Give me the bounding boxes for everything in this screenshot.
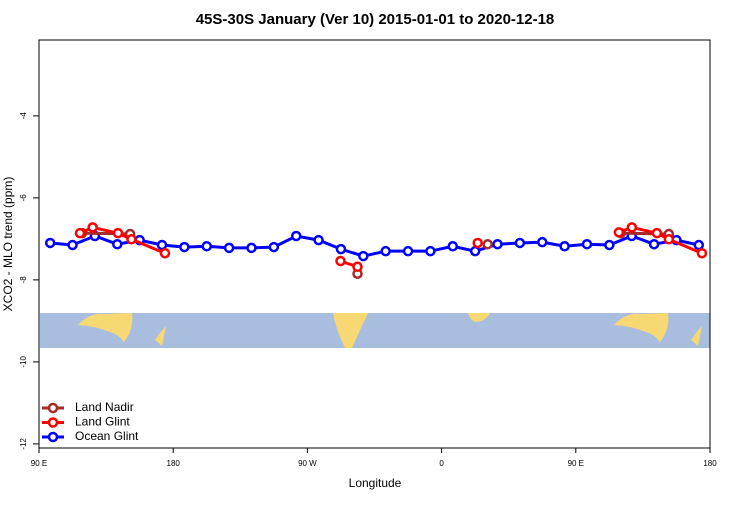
map-strip [40,313,710,348]
data-point [74,227,86,239]
data-point [290,230,302,242]
data-point [402,245,414,257]
data-point [67,239,78,251]
data-point [559,241,570,252]
data-point [425,245,436,257]
legend-swatch-marker [47,431,59,443]
data-point [447,241,459,252]
data-point [246,242,257,254]
data-point [626,222,638,233]
legend-label: Land Glint [75,415,130,429]
x-tick-label: 90 E [31,459,47,468]
map-land [614,313,669,342]
data-point [268,241,280,253]
data-point [201,241,212,252]
data-point [648,238,660,250]
x-tick-label: 180 [703,459,717,468]
data-point [352,261,363,273]
y-tick-label: -10 [19,356,28,368]
x-axis-label: Longitude [349,476,402,490]
data-point [87,222,98,233]
data-point [581,238,593,250]
data-point [44,237,56,249]
data-point [358,250,369,262]
legend-label: Land Nadir [75,400,134,414]
plot-frame [38,39,711,449]
y-tick-label: -6 [19,194,28,202]
data-point [651,227,663,239]
x-tick-label: 90 W [298,459,317,468]
legend-swatch-marker [47,417,59,428]
data-point [482,238,493,250]
data-point [604,239,615,251]
data-point [335,255,346,267]
y-axis-label: XCO2 - MLO trend (ppm) [1,177,15,312]
legend-swatch-marker [47,402,59,414]
data-point [514,237,526,249]
legend-label: Ocean Glint [75,429,139,443]
y-tick-label: -8 [19,276,28,284]
data-point [126,234,137,245]
x-tick-label: 0 [439,459,444,468]
data-point [159,247,171,259]
map-ocean [40,313,710,348]
x-tick-label: 90 E [568,459,584,468]
data-point [112,238,123,250]
data-point [492,238,503,250]
y-tick-label: -4 [19,112,28,120]
data-point [696,247,708,259]
data-point [537,236,548,248]
data-point [313,234,324,246]
data-point [223,242,235,254]
map-land [333,313,368,348]
x-tick-label: 180 [167,459,181,468]
y-tick-label: -12 [19,438,28,450]
series-line [82,231,669,236]
data-point [663,234,675,245]
map-land [468,313,490,322]
data-point [380,245,391,257]
data-point [613,227,625,238]
data-point [335,243,347,255]
data-point [179,241,190,253]
map-land [155,326,166,346]
data-point [156,239,168,251]
data-point [693,239,705,251]
map-land [691,326,702,346]
data-point [472,237,483,249]
chart-title: 45S-30S January (Ver 10) 2015-01-01 to 2… [196,11,555,28]
data-point [112,227,124,239]
data-point [469,245,481,257]
map-land [78,313,133,342]
